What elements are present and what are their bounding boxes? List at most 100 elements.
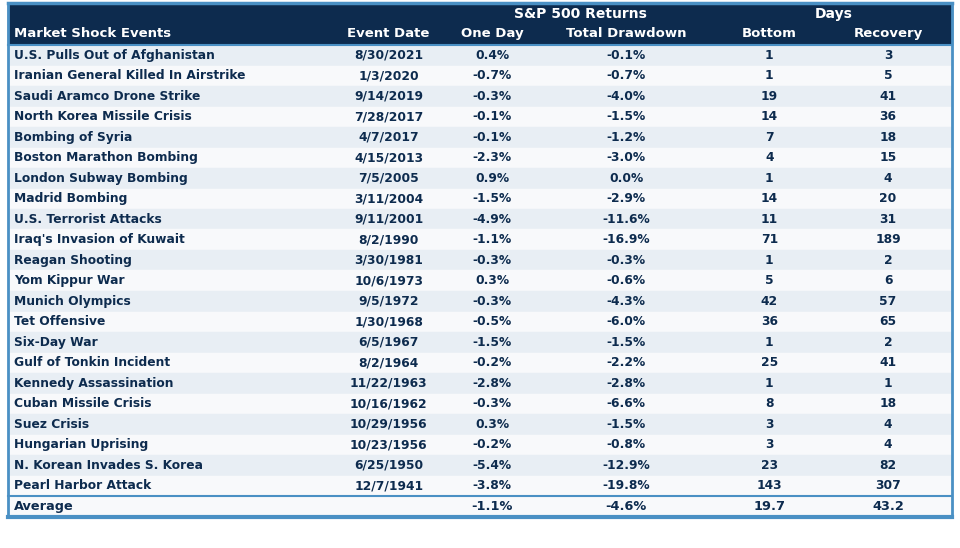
Text: -4.0%: -4.0%	[607, 90, 646, 103]
Text: 10/23/1956: 10/23/1956	[349, 438, 427, 451]
Text: 9/11/2001: 9/11/2001	[354, 213, 423, 226]
Text: -4.6%: -4.6%	[606, 500, 647, 513]
Text: 7: 7	[765, 131, 774, 144]
Text: 3: 3	[765, 438, 774, 451]
Bar	[8, 3, 952, 45]
Text: -5.4%: -5.4%	[472, 459, 512, 472]
Text: -2.8%: -2.8%	[607, 377, 646, 390]
Text: 189: 189	[876, 233, 900, 246]
Text: 6: 6	[884, 274, 892, 287]
Text: 1: 1	[765, 254, 774, 267]
Text: Cuban Missile Crisis: Cuban Missile Crisis	[13, 397, 152, 410]
Text: 2: 2	[884, 336, 893, 349]
Text: 1: 1	[765, 49, 774, 62]
Text: -4.9%: -4.9%	[472, 213, 512, 226]
Bar	[8, 271, 952, 291]
Bar	[8, 168, 952, 189]
Text: 18: 18	[879, 131, 897, 144]
Text: 41: 41	[879, 356, 897, 369]
Text: 10/29/1956: 10/29/1956	[349, 418, 427, 431]
Text: U.S. Pulls Out of Afghanistan: U.S. Pulls Out of Afghanistan	[13, 49, 215, 62]
Text: 36: 36	[879, 110, 897, 123]
Bar	[8, 311, 952, 332]
Text: Bombing of Syria: Bombing of Syria	[13, 131, 132, 144]
Text: Madrid Bombing: Madrid Bombing	[13, 192, 127, 206]
Text: 1: 1	[765, 172, 774, 185]
Text: -0.1%: -0.1%	[472, 110, 512, 123]
Text: Tet Offensive: Tet Offensive	[13, 315, 106, 328]
Text: 7/5/2005: 7/5/2005	[358, 172, 419, 185]
Text: -0.7%: -0.7%	[472, 69, 512, 82]
Bar	[8, 455, 952, 476]
Text: 14: 14	[760, 192, 778, 206]
Text: 18: 18	[879, 397, 897, 410]
Bar	[8, 127, 952, 147]
Text: -3.0%: -3.0%	[607, 151, 646, 164]
Text: 15: 15	[879, 151, 897, 164]
Text: 307: 307	[876, 480, 900, 492]
Text: -1.5%: -1.5%	[607, 336, 646, 349]
Text: 82: 82	[879, 459, 897, 472]
Text: 6/25/1950: 6/25/1950	[354, 459, 423, 472]
Text: 0.0%: 0.0%	[609, 172, 643, 185]
Text: 10/16/1962: 10/16/1962	[349, 397, 427, 410]
Text: 3/11/2004: 3/11/2004	[354, 192, 423, 206]
Text: 3: 3	[765, 418, 774, 431]
Text: 31: 31	[879, 213, 897, 226]
Bar	[8, 209, 952, 230]
Text: Yom Kippur War: Yom Kippur War	[13, 274, 125, 287]
Bar	[8, 393, 952, 414]
Text: 36: 36	[760, 315, 778, 328]
Text: -1.2%: -1.2%	[607, 131, 646, 144]
Text: -2.9%: -2.9%	[607, 192, 646, 206]
Text: 1/3/2020: 1/3/2020	[358, 69, 419, 82]
Bar	[8, 45, 952, 66]
Text: -16.9%: -16.9%	[602, 233, 650, 246]
Text: One Day: One Day	[461, 27, 523, 40]
Bar	[8, 106, 952, 127]
Bar	[8, 189, 952, 209]
Text: 42: 42	[760, 295, 778, 308]
Text: 11/22/1963: 11/22/1963	[349, 377, 427, 390]
Text: 20: 20	[879, 192, 897, 206]
Text: -0.3%: -0.3%	[472, 295, 512, 308]
Text: 41: 41	[879, 90, 897, 103]
Bar	[8, 435, 952, 455]
Text: 5: 5	[765, 274, 774, 287]
Bar	[8, 352, 952, 373]
Text: Days: Days	[814, 7, 852, 21]
Bar	[8, 250, 952, 271]
Text: 10/6/1973: 10/6/1973	[354, 274, 423, 287]
Text: -0.3%: -0.3%	[472, 90, 512, 103]
Text: Iraq's Invasion of Kuwait: Iraq's Invasion of Kuwait	[13, 233, 184, 246]
Text: 19.7: 19.7	[754, 500, 785, 513]
Text: -0.2%: -0.2%	[472, 438, 512, 451]
Text: 9/5/1972: 9/5/1972	[358, 295, 419, 308]
Text: 4/7/2017: 4/7/2017	[358, 131, 419, 144]
Text: 3/30/1981: 3/30/1981	[354, 254, 423, 267]
Text: -11.6%: -11.6%	[602, 213, 650, 226]
Text: Reagan Shooting: Reagan Shooting	[13, 254, 132, 267]
Bar	[8, 147, 952, 168]
Text: 0.9%: 0.9%	[475, 172, 509, 185]
Text: Recovery: Recovery	[853, 27, 923, 40]
Text: Suez Crisis: Suez Crisis	[13, 418, 89, 431]
Text: Boston Marathon Bombing: Boston Marathon Bombing	[13, 151, 198, 164]
Text: 1: 1	[884, 377, 893, 390]
Text: 8/2/1964: 8/2/1964	[358, 356, 419, 369]
Text: 143: 143	[756, 480, 782, 492]
Text: 4: 4	[765, 151, 774, 164]
Text: -12.9%: -12.9%	[602, 459, 650, 472]
Text: Iranian General Killed In Airstrike: Iranian General Killed In Airstrike	[13, 69, 245, 82]
Text: 0.4%: 0.4%	[475, 49, 509, 62]
Bar	[8, 332, 952, 352]
Bar	[8, 476, 952, 496]
Bar	[8, 373, 952, 393]
Text: Kennedy Assassination: Kennedy Assassination	[13, 377, 173, 390]
Text: -1.1%: -1.1%	[471, 500, 513, 513]
Bar	[8, 86, 952, 106]
Text: -0.1%: -0.1%	[472, 131, 512, 144]
Text: Pearl Harbor Attack: Pearl Harbor Attack	[13, 480, 151, 492]
Text: 12/7/1941: 12/7/1941	[354, 480, 423, 492]
Text: Total Drawdown: Total Drawdown	[565, 27, 686, 40]
